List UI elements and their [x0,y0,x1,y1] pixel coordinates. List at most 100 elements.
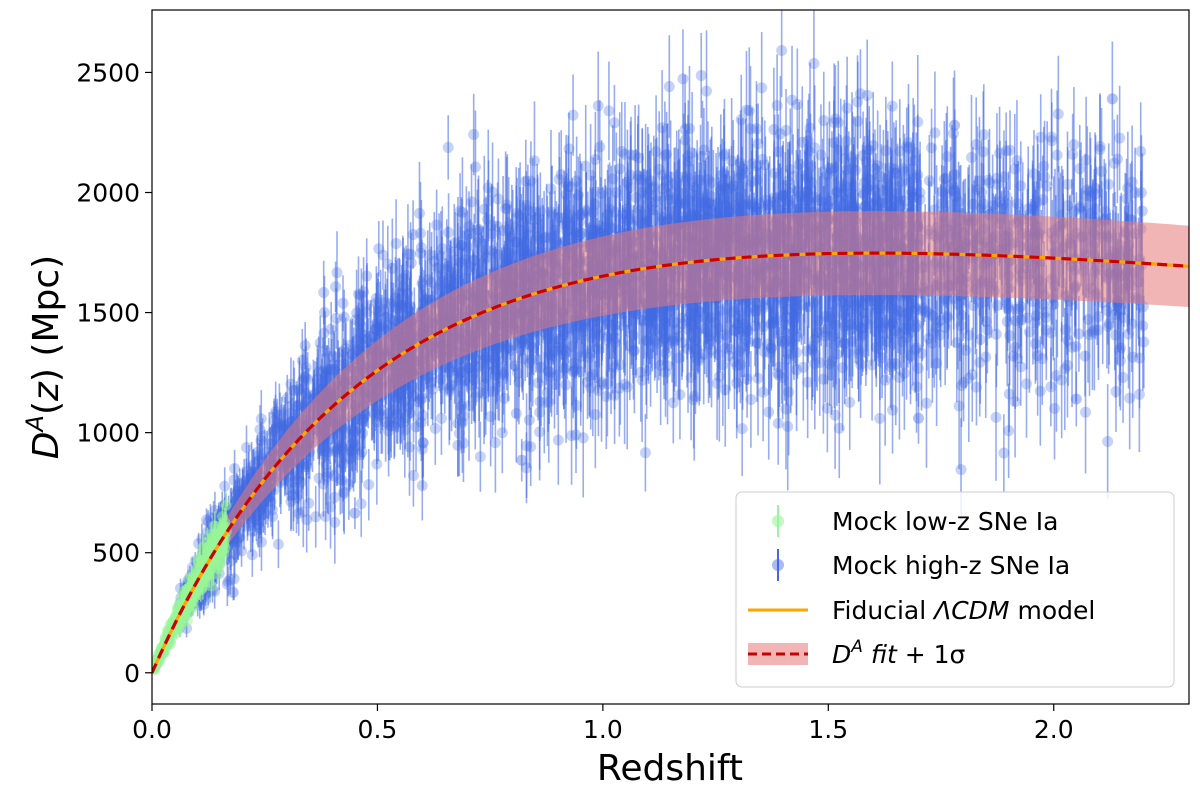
high-z-point [338,311,350,323]
high-z-point [920,397,932,409]
high-z-point [382,258,394,270]
high-z-point [1040,312,1052,324]
high-z-point [874,170,886,182]
high-z-point [314,337,326,349]
high-z-point [650,146,662,158]
high-z-point [1015,180,1027,192]
high-z-point [478,203,490,215]
high-z-point [601,378,613,390]
high-z-point [384,416,396,428]
high-z-point [955,464,967,476]
high-z-point [330,312,342,324]
high-z-point [824,358,836,370]
high-z-point [1050,370,1062,382]
high-z-point [783,386,795,398]
high-z-point [1111,153,1123,165]
high-z-point [1084,329,1096,341]
high-z-point [330,281,342,293]
high-z-point [1045,381,1057,393]
high-z-point [1126,176,1138,188]
high-z-point [752,372,764,384]
high-z-point [706,344,718,356]
plot-area [152,10,1189,676]
high-z-point [793,158,805,170]
high-z-point [990,328,1002,340]
high-z-point [201,514,213,526]
high-z-point [1045,131,1057,143]
high-z-point [325,323,337,335]
high-z-point [752,138,764,150]
high-z-point [474,451,486,463]
high-z-point [726,155,738,167]
high-z-point [580,206,592,218]
high-z-point [594,141,606,153]
high-z-point [1067,148,1079,160]
high-z-point [257,431,269,443]
high-z-point [413,207,425,219]
high-z-point [523,414,535,426]
high-z-point [580,160,592,172]
high-z-point [466,196,478,208]
high-z-point [892,305,904,317]
high-z-point [528,155,540,167]
high-z-point [1014,300,1026,312]
high-z-point [337,297,349,309]
high-z-point [1114,342,1126,354]
high-z-point [916,347,928,359]
high-z-point [844,396,856,408]
high-z-point [246,549,258,561]
high-z-point [489,437,501,449]
high-z-point [1021,312,1033,324]
high-z-point [639,447,651,459]
high-z-point [318,286,330,298]
high-z-point [555,168,567,180]
high-z-point [962,329,974,341]
high-z-point [832,117,844,129]
high-z-point [757,386,769,398]
high-z-point [229,462,241,474]
high-z-point [699,323,711,335]
high-z-point [861,89,873,101]
high-z-point [331,267,343,279]
high-z-point [745,123,757,135]
high-z-point [1038,160,1050,172]
high-z-point [343,478,355,490]
high-z-point [1034,385,1046,397]
high-z-point [772,417,784,429]
high-z-point [1021,378,1033,390]
high-z-point [782,420,794,432]
high-z-point [623,212,635,224]
high-z-point [821,402,833,414]
high-z-point [1027,200,1039,212]
high-z-point [1117,372,1129,384]
high-z-point [558,362,570,374]
high-z-point [701,85,713,97]
high-z-point [901,323,913,335]
high-z-point [443,366,455,378]
high-z-point [668,332,680,344]
high-z-point [318,327,330,339]
high-z-point [219,480,231,492]
high-z-point [990,411,1002,423]
high-z-point [696,150,708,162]
high-z-point [874,412,886,424]
high-z-point [603,105,615,117]
high-z-point [818,115,830,127]
high-z-point [780,124,792,136]
high-z-point [970,381,982,393]
high-z-point [1051,149,1063,161]
high-z-point [817,373,829,385]
high-z-point [521,440,533,452]
high-z-point [1013,303,1025,315]
high-z-point [435,412,447,424]
high-z-point [600,391,612,403]
high-z-point [1003,425,1015,437]
high-z-point [923,175,935,187]
high-z-point [577,432,589,444]
high-z-point [756,82,768,94]
high-z-point [1039,171,1051,183]
high-z-point [1133,388,1145,400]
high-z-point [1015,361,1027,373]
high-z-point [695,69,707,81]
